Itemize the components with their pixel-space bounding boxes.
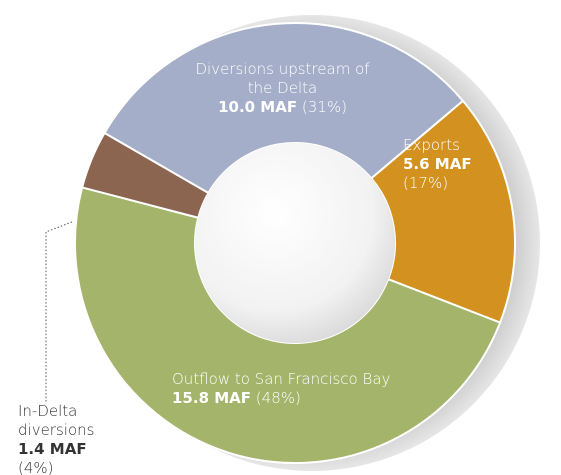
label-in-delta: In-Delta diversions 1.4 MAF (4%) — [18, 402, 113, 475]
label-value: 10.0 MAF — [218, 98, 298, 116]
label-share: (4%) — [18, 459, 54, 475]
label-diversions: Diversions upstream of the Delta 10.0 MA… — [195, 60, 370, 117]
label-name: Outflow to San Francisco Bay — [172, 370, 391, 388]
label-name: In-Delta diversions — [18, 402, 95, 439]
label-share: (48%) — [255, 389, 301, 407]
label-value: 1.4 MAF — [18, 440, 87, 458]
label-exports: Exports 5.6 MAF (17%) — [403, 136, 483, 193]
label-share: (31%) — [301, 98, 347, 116]
label-value: 5.6 MAF — [403, 155, 472, 173]
leader-line — [45, 221, 73, 402]
label-outflow: Outflow to San Francisco Bay 15.8 MAF (4… — [172, 370, 432, 408]
label-share: (17%) — [403, 174, 449, 192]
label-name: Exports — [403, 136, 460, 154]
hole — [195, 143, 395, 343]
label-name: Diversions upstream of the Delta — [195, 60, 370, 97]
label-value: 15.8 MAF — [172, 389, 252, 407]
